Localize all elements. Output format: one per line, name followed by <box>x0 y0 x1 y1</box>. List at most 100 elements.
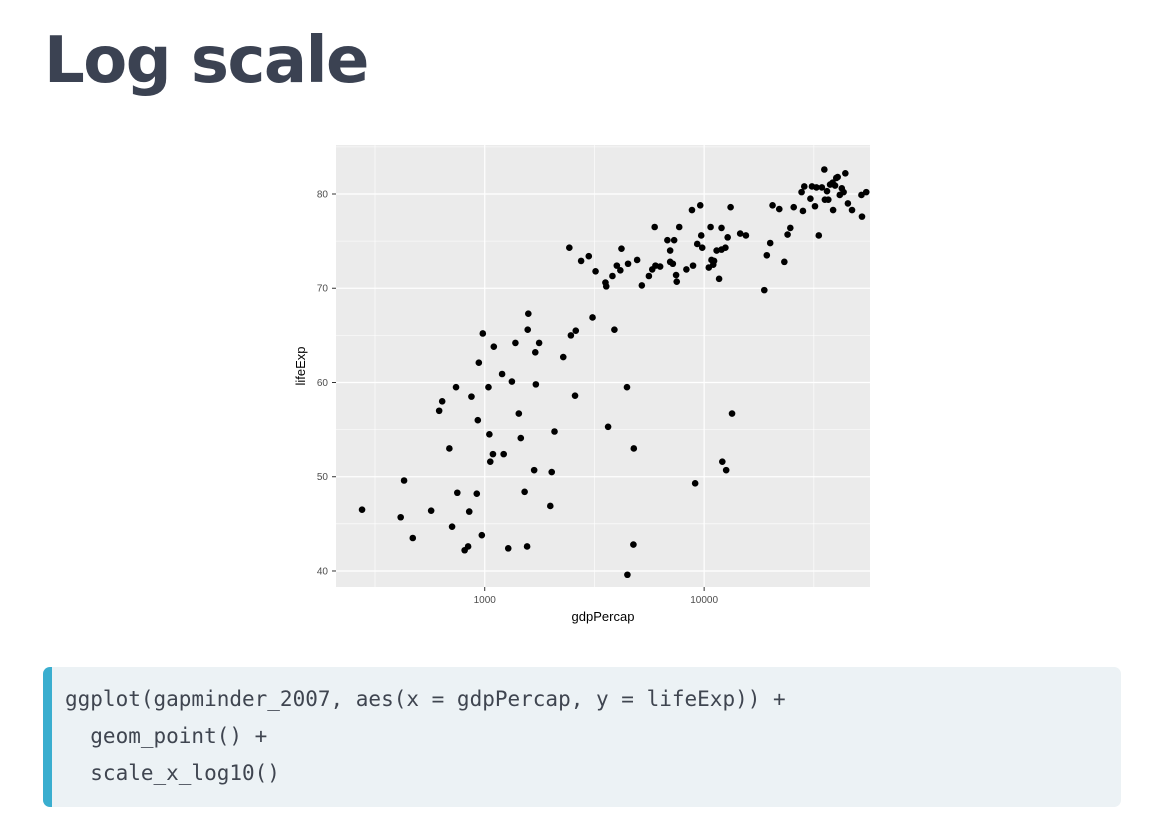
code-line: ggplot(gapminder_2007, aes(x = gdpPercap… <box>65 687 786 711</box>
data-point <box>490 343 498 350</box>
y-tick-label: 40 <box>317 566 329 577</box>
data-point <box>848 206 856 214</box>
data-point <box>698 244 706 252</box>
data-point <box>818 184 826 191</box>
data-point <box>571 392 579 399</box>
data-point <box>498 370 506 378</box>
y-tick-label: 50 <box>317 472 329 483</box>
data-point <box>358 506 366 514</box>
data-point <box>722 244 729 252</box>
data-point <box>840 188 847 196</box>
data-point <box>613 262 621 269</box>
y-tick-label: 80 <box>317 190 329 201</box>
data-point <box>468 393 475 400</box>
data-point <box>722 466 730 474</box>
data-point <box>858 191 865 199</box>
data-point <box>784 231 791 238</box>
data-point <box>842 169 849 177</box>
data-point <box>486 431 493 438</box>
code-block: ggplot(gapminder_2007, aes(x = gdpPercap… <box>43 667 1121 807</box>
data-point <box>452 383 460 391</box>
data-point <box>624 571 631 579</box>
data-point <box>479 330 487 337</box>
data-point <box>798 188 805 196</box>
data-point <box>523 543 531 550</box>
data-point <box>815 232 823 239</box>
data-points <box>358 166 870 579</box>
data-point <box>486 458 494 465</box>
data-point <box>397 513 404 521</box>
data-point <box>656 263 664 270</box>
data-point <box>474 416 482 424</box>
data-point <box>465 508 473 515</box>
data-point <box>559 353 567 361</box>
data-point <box>532 381 540 388</box>
data-point <box>688 206 696 214</box>
data-point <box>435 407 443 415</box>
data-point <box>693 240 701 248</box>
scatter-chart: 1000 10000 40 50 60 70 80 gdpPercap lifeExp <box>293 145 870 624</box>
data-point <box>585 252 593 260</box>
data-point <box>630 445 638 452</box>
data-point <box>454 489 461 497</box>
data-point <box>766 239 774 247</box>
data-point <box>811 202 819 210</box>
data-point <box>697 232 705 239</box>
axes: 1000 10000 40 50 60 70 80 <box>317 190 719 606</box>
data-point <box>478 531 486 539</box>
data-point <box>727 203 734 211</box>
data-point <box>500 450 507 458</box>
data-point <box>624 260 632 268</box>
data-point <box>589 314 596 321</box>
data-point <box>713 247 720 254</box>
data-point <box>800 183 808 190</box>
data-point <box>696 202 704 209</box>
y-axis-title: lifeExp <box>293 346 308 385</box>
data-point <box>707 223 714 231</box>
data-point <box>673 278 681 285</box>
data-point <box>790 203 798 211</box>
data-point <box>763 251 771 259</box>
data-point <box>485 383 492 391</box>
data-point <box>769 202 776 209</box>
data-point <box>521 488 528 496</box>
data-point <box>475 359 483 367</box>
page-title: Log scale <box>44 24 369 98</box>
data-point <box>787 224 794 232</box>
data-point <box>446 445 453 452</box>
data-point <box>611 326 618 334</box>
major-gridlines <box>336 145 870 587</box>
data-point <box>666 247 674 254</box>
data-point <box>821 166 828 173</box>
y-tick-label: 70 <box>317 284 329 295</box>
data-point <box>710 257 718 265</box>
data-point <box>834 173 841 181</box>
plot-panel <box>336 145 870 587</box>
data-point <box>567 332 575 339</box>
data-point <box>438 398 446 405</box>
x-axis-title: gdpPercap <box>572 609 635 624</box>
data-point <box>736 230 744 237</box>
data-point <box>400 477 408 484</box>
data-point <box>775 205 783 213</box>
data-point <box>728 410 736 417</box>
data-point <box>675 223 683 231</box>
data-point <box>572 327 580 334</box>
code-line: scale_x_log10() <box>65 761 280 785</box>
data-point <box>609 272 616 280</box>
data-point <box>508 378 516 385</box>
data-point <box>630 541 637 548</box>
data-point <box>724 234 731 241</box>
data-point <box>831 182 839 189</box>
data-point <box>670 236 678 244</box>
x-tick-label: 10000 <box>690 595 718 606</box>
data-point <box>618 245 625 252</box>
data-point <box>645 272 653 280</box>
data-point <box>691 480 699 487</box>
data-point <box>715 275 723 283</box>
data-point <box>577 257 585 265</box>
minor-gridlines <box>336 145 870 587</box>
data-point <box>651 223 658 231</box>
data-point <box>829 206 837 214</box>
data-point <box>807 195 814 203</box>
